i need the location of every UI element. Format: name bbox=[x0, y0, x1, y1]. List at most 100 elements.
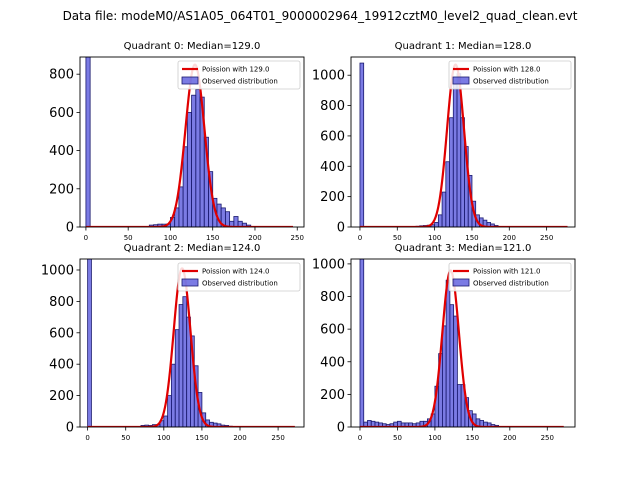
legend: Poission with 129.0 Observed distribution bbox=[177, 60, 301, 90]
legend-bar-swatch bbox=[452, 76, 470, 85]
histogram-bar bbox=[445, 161, 450, 227]
legend-bar-swatch bbox=[452, 278, 470, 287]
legend-label-fit: Poission with 124.0 bbox=[202, 268, 270, 276]
x-tick-label: 150 bbox=[466, 434, 479, 442]
histogram-bar bbox=[171, 363, 176, 427]
y-tick-label: 600 bbox=[49, 106, 74, 121]
x-tick-label: 200 bbox=[503, 434, 516, 442]
histogram-bar bbox=[359, 259, 365, 427]
legend: Poission with 121.0 Observed distribution bbox=[448, 262, 572, 292]
panel-title: Quadrant 1: Median=128.0 bbox=[395, 41, 532, 52]
y-tick-label: 800 bbox=[320, 290, 345, 305]
histogram-bar bbox=[452, 83, 458, 227]
x-tick-label: 100 bbox=[428, 234, 441, 242]
histogram-bar bbox=[191, 94, 197, 227]
x-tick-label: 50 bbox=[124, 234, 133, 242]
x-tick-label: 200 bbox=[248, 234, 261, 242]
x-tick-label: 150 bbox=[206, 234, 219, 242]
y-tick-label: 600 bbox=[320, 323, 345, 338]
histogram-bar bbox=[167, 395, 172, 427]
x-tick-label: 0 bbox=[84, 234, 88, 242]
histogram-bar bbox=[441, 325, 447, 427]
poisson-fit-line bbox=[85, 63, 294, 227]
x-tick-label: 50 bbox=[393, 434, 402, 442]
x-tick-label: 0 bbox=[358, 234, 362, 242]
legend-bar-swatch bbox=[181, 278, 199, 287]
poisson-fit-line bbox=[87, 267, 295, 427]
y-tick-label: 800 bbox=[49, 295, 74, 310]
y-tick-label: 400 bbox=[49, 358, 74, 373]
y-tick-label: 1000 bbox=[312, 69, 345, 84]
legend: Poission with 128.0 Observed distribution bbox=[448, 60, 572, 90]
chart-panel-2: 0 50 100 150 200 250 0 200 400 600 800 1000 Quadrant… bbox=[41, 243, 305, 442]
legend-box bbox=[177, 262, 301, 292]
x-tick-label: 50 bbox=[121, 434, 130, 442]
histogram-bar bbox=[178, 304, 184, 427]
axes-frame bbox=[79, 258, 305, 428]
histogram-bar bbox=[453, 315, 458, 427]
histogram-bar bbox=[87, 259, 92, 427]
y-tick-label: 0 bbox=[337, 421, 345, 436]
y-tick-label: 0 bbox=[66, 421, 74, 436]
y-tick-label: 400 bbox=[320, 160, 345, 175]
histogram-bar bbox=[441, 191, 447, 227]
legend-label-fit: Poission with 129.0 bbox=[202, 66, 270, 74]
x-tick-label: 200 bbox=[503, 234, 516, 242]
axes-frame bbox=[79, 56, 305, 228]
y-tick-label: 200 bbox=[49, 182, 74, 197]
y-tick-label: 200 bbox=[320, 190, 345, 205]
y-tick-label: 600 bbox=[49, 326, 74, 341]
figure-title: Data file: modeM0/AS1A05_064T01_90000029… bbox=[63, 9, 578, 23]
panel-title: Quadrant 0: Median=129.0 bbox=[124, 41, 261, 52]
y-tick-label: 0 bbox=[337, 221, 345, 236]
axes-frame bbox=[350, 56, 576, 228]
histogram-bar bbox=[224, 211, 231, 227]
histogram-bar bbox=[449, 117, 454, 227]
histogram-bar bbox=[233, 216, 239, 227]
histogram-bar bbox=[437, 214, 443, 227]
x-tick-label: 250 bbox=[291, 234, 304, 242]
histogram-bar bbox=[456, 384, 462, 427]
poisson-fit-line bbox=[359, 63, 568, 227]
legend-label-fit: Poission with 121.0 bbox=[473, 268, 541, 276]
x-tick-label: 50 bbox=[393, 234, 402, 242]
x-tick-label: 250 bbox=[271, 434, 284, 442]
histogram-bar bbox=[163, 415, 169, 427]
histogram-bar bbox=[434, 222, 439, 227]
legend-label-observed: Observed distribution bbox=[202, 78, 278, 86]
legend: Poission with 124.0 Observed distribution bbox=[177, 262, 301, 292]
legend-label-observed: Observed distribution bbox=[473, 78, 549, 86]
x-tick-label: 0 bbox=[85, 434, 89, 442]
histogram-bars bbox=[85, 57, 252, 227]
histogram-bar bbox=[359, 62, 365, 227]
y-tick-label: 1000 bbox=[41, 263, 74, 278]
y-tick-label: 400 bbox=[49, 144, 74, 159]
axes-frame bbox=[350, 258, 576, 428]
x-tick-label: 0 bbox=[358, 434, 362, 442]
panel-title: Quadrant 2: Median=124.0 bbox=[124, 243, 261, 254]
legend-label-fit: Poission with 128.0 bbox=[473, 66, 541, 74]
x-tick-label: 150 bbox=[465, 234, 478, 242]
legend-bar-swatch bbox=[181, 76, 199, 85]
y-tick-label: 200 bbox=[49, 389, 74, 404]
histogram-bar bbox=[195, 89, 201, 227]
legend-label-observed: Observed distribution bbox=[473, 280, 549, 288]
chart-panel-0: 0 50 100 150 200 250 0 200 400 600 800 Quadrant 0: … bbox=[49, 41, 305, 242]
x-tick-label: 100 bbox=[428, 434, 441, 442]
y-tick-label: 600 bbox=[320, 129, 345, 144]
x-tick-label: 200 bbox=[233, 434, 246, 442]
x-tick-label: 250 bbox=[541, 434, 554, 442]
histogram-bar bbox=[449, 304, 455, 427]
poisson-fit-line bbox=[359, 269, 564, 427]
legend-box bbox=[177, 60, 301, 90]
chart-panel-3: 0 50 100 150 200 250 0 200 400 600 800 1000 Quadrant… bbox=[312, 243, 576, 442]
y-tick-label: 0 bbox=[66, 221, 74, 236]
histogram-bar bbox=[186, 111, 192, 227]
x-tick-label: 150 bbox=[195, 434, 208, 442]
x-tick-label: 100 bbox=[157, 434, 170, 442]
histogram-bar bbox=[182, 146, 188, 227]
y-tick-label: 800 bbox=[49, 68, 74, 83]
y-tick-label: 800 bbox=[320, 99, 345, 114]
chart-panel-1: 0 50 100 150 200 250 0 200 400 600 800 1000 Quadrant… bbox=[312, 41, 576, 242]
